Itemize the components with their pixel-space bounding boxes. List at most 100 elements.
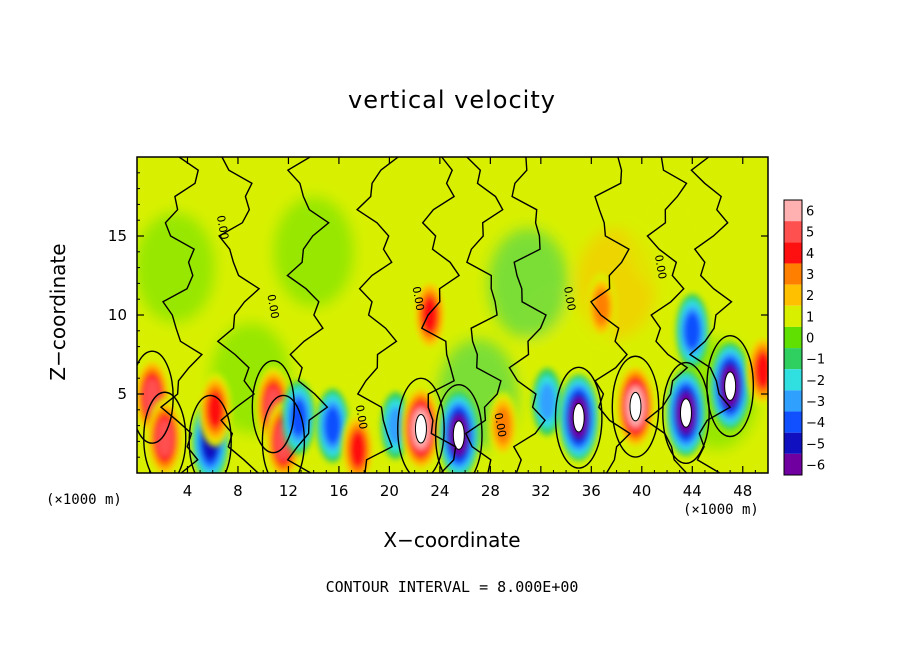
colorbar-label: −1 xyxy=(806,353,825,368)
contour-label: 0.00 xyxy=(353,404,370,430)
velocity-cell-level xyxy=(324,406,342,445)
colorbar-label: 0 xyxy=(806,332,814,347)
colorbar-swatch xyxy=(784,390,802,412)
background-band xyxy=(627,181,708,291)
cell-contour xyxy=(434,383,483,473)
plot-area: 0.00 0.00 0.00 0.00 0.00 0.00 0.00 xyxy=(136,156,769,474)
contour-label: 0.00 xyxy=(652,254,669,280)
x-tick-label: 20 xyxy=(380,482,399,500)
velocity-cell xyxy=(341,412,375,473)
cell-contour xyxy=(261,394,306,473)
velocity-cell xyxy=(675,294,709,368)
velocity-cell xyxy=(401,385,441,472)
zero-contour-line xyxy=(420,157,461,473)
extreme-core xyxy=(679,398,692,428)
x-tick-label: 28 xyxy=(481,482,500,500)
velocity-cell-level xyxy=(754,351,768,390)
colorbar-label: 6 xyxy=(806,205,814,220)
colorbar-label: −3 xyxy=(806,395,825,410)
colorbar-swatch xyxy=(784,200,802,222)
x-tick-label: 48 xyxy=(733,482,752,500)
colorbar-label: 5 xyxy=(806,226,814,241)
velocity-cell-level xyxy=(538,382,556,421)
zero-contour-line xyxy=(590,157,632,473)
zero-contour-line xyxy=(644,157,689,473)
velocity-cell xyxy=(586,273,617,341)
colorbar-label: −4 xyxy=(806,416,825,431)
colorbar-label: 2 xyxy=(806,289,814,304)
x-tick-label: 24 xyxy=(430,482,449,500)
velocity-cell-level xyxy=(387,406,405,445)
velocity-cell xyxy=(282,380,315,455)
x-tick-label: 16 xyxy=(329,482,348,500)
velocity-cell xyxy=(198,373,232,447)
contour-label: 0.00 xyxy=(264,293,281,319)
extreme-core xyxy=(724,371,737,401)
colorbar-swatch xyxy=(784,369,802,391)
velocity-cell xyxy=(316,388,350,463)
velocity-cell xyxy=(488,392,518,460)
extreme-core xyxy=(629,391,642,422)
contour-label: 0.00 xyxy=(214,214,231,240)
x-tick-label: 32 xyxy=(531,482,550,500)
velocity-cell-level xyxy=(494,406,512,445)
zero-contour-line xyxy=(286,157,330,473)
cell-contour xyxy=(611,355,660,458)
contour-label: 0.00 xyxy=(492,412,509,438)
velocity-cell-level xyxy=(156,419,174,458)
colorbar-swatch xyxy=(784,453,802,475)
x-tick-label: 8 xyxy=(233,482,243,500)
x-unit-label-right: (×1000 m) xyxy=(683,502,759,518)
contour-label: 0.00 xyxy=(561,285,578,311)
extreme-core xyxy=(414,414,427,444)
zero-contour-line xyxy=(508,157,547,473)
colorbar-label: 4 xyxy=(806,247,814,262)
cell-contour xyxy=(251,359,295,454)
colorbar-swatch xyxy=(784,263,802,285)
zero-contour-line xyxy=(688,157,733,473)
extreme-core xyxy=(572,402,585,433)
colorbar-swatch xyxy=(784,242,802,264)
contour-label: 0.00 xyxy=(410,285,427,311)
colorbar-swatch xyxy=(784,326,802,349)
colorbar-frame xyxy=(783,199,803,476)
zero-contour-line xyxy=(464,157,504,473)
colorbar-swatch xyxy=(784,432,802,454)
colorbar-swatch xyxy=(784,221,802,243)
velocity-cell xyxy=(532,368,562,436)
contour-interval-note: CONTOUR INTERVAL = 8.000E+00 xyxy=(325,578,579,596)
cell-contour xyxy=(706,335,755,438)
zero-contour-line xyxy=(216,157,261,473)
velocity-cell-level xyxy=(421,296,439,334)
chart-title: vertical velocity xyxy=(348,86,556,114)
cell-contour xyxy=(662,361,710,465)
cell-contour xyxy=(143,391,187,473)
x-tick-label: 36 xyxy=(582,482,601,500)
x-tick-label: 12 xyxy=(279,482,298,500)
colorbar-label: 1 xyxy=(806,310,814,325)
background-band xyxy=(137,212,215,323)
velocity-cell xyxy=(666,369,706,457)
velocity-cell xyxy=(559,374,599,461)
velocity-cell xyxy=(380,392,411,460)
x-tick-label: 4 xyxy=(183,482,193,500)
x-axis-label: X−coordinate xyxy=(0,528,904,552)
velocity-cell xyxy=(710,342,750,430)
zero-contour-line xyxy=(159,157,204,473)
cell-contour xyxy=(397,377,445,473)
cell-contour xyxy=(188,394,232,473)
colorbar-swatch xyxy=(784,305,802,327)
velocity-cell xyxy=(413,278,447,352)
colorbar-swatch xyxy=(784,284,802,306)
colorbar-label: −5 xyxy=(806,437,825,452)
cell-contour xyxy=(554,366,603,469)
extreme-core xyxy=(452,420,465,450)
velocity-cell xyxy=(615,363,656,450)
colorbar-label: −6 xyxy=(806,458,825,473)
colorbar-swatch xyxy=(784,348,802,370)
x-tick-label: 40 xyxy=(632,482,651,500)
colorbar-label: −2 xyxy=(806,374,825,389)
velocity-cell-level xyxy=(683,311,701,350)
velocity-cell xyxy=(746,333,768,408)
